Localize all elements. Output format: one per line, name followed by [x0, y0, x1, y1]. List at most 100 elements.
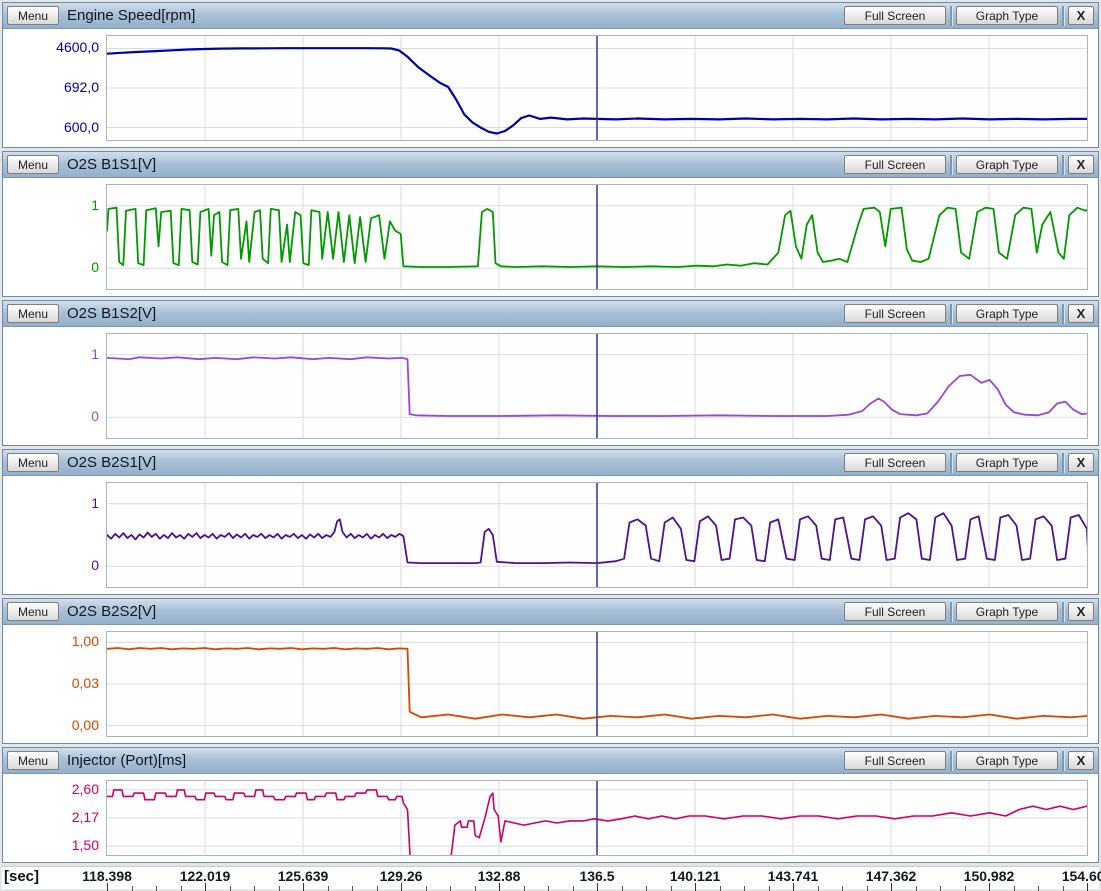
series-line	[107, 356, 1087, 417]
close-button[interactable]: X	[1068, 602, 1094, 621]
axis-tick	[107, 883, 108, 891]
header-divider	[950, 154, 952, 175]
y-axis-label: 4600,0	[56, 39, 99, 56]
menu-button[interactable]: Menu	[7, 602, 59, 621]
axis-tick	[499, 883, 501, 891]
axis-tick	[793, 883, 795, 891]
close-button[interactable]: X	[1068, 751, 1094, 770]
axis-tick	[401, 883, 403, 891]
chart-canvas	[107, 334, 1087, 438]
full-screen-button[interactable]: Full Screen	[844, 602, 946, 621]
close-button[interactable]: X	[1068, 155, 1094, 174]
x-tick-label: 125.639	[277, 868, 329, 884]
full-screen-button[interactable]: Full Screen	[844, 155, 946, 174]
axis-tick	[303, 883, 305, 891]
plot-area[interactable]	[106, 631, 1088, 737]
full-screen-button[interactable]: Full Screen	[844, 751, 946, 770]
chart-panel-o2s-b2s1: Menu O2S B2S1[V] Full Screen Graph Type …	[2, 449, 1099, 595]
full-screen-button[interactable]: Full Screen	[844, 6, 946, 25]
axis-tick	[1087, 883, 1089, 891]
menu-button[interactable]: Menu	[7, 453, 59, 472]
menu-button[interactable]: Menu	[7, 6, 59, 25]
panel-header: Menu O2S B1S2[V] Full Screen Graph Type …	[3, 301, 1098, 327]
x-tick-label: 140.121	[669, 868, 721, 884]
chart-canvas	[107, 781, 1087, 855]
panel-title: O2S B1S2[V]	[67, 305, 157, 322]
y-axis-label: 600,0	[63, 118, 99, 135]
axis-tick	[205, 883, 206, 891]
y-axis-label: 1,50	[71, 837, 99, 854]
graph-type-button[interactable]: Graph Type	[956, 602, 1058, 621]
plot-area[interactable]	[106, 780, 1088, 856]
time-unit-label: [sec]	[4, 868, 40, 885]
chart-canvas	[107, 632, 1087, 736]
panel-header: Menu O2S B2S1[V] Full Screen Graph Type …	[3, 450, 1098, 476]
graph-type-button[interactable]: Graph Type	[956, 6, 1058, 25]
y-axis-label: 1	[91, 345, 99, 362]
axis-tick	[891, 883, 893, 891]
panel-title: O2S B1S1[V]	[67, 156, 157, 173]
y-axis-label: 1	[91, 196, 99, 213]
y-axis-label: 0	[91, 557, 99, 574]
panel-header: Menu Injector (Port)[ms] Full Screen Gra…	[3, 748, 1098, 774]
graph-type-button[interactable]: Graph Type	[956, 751, 1058, 770]
series-line	[107, 789, 1087, 855]
chart-panel-engine-speed: Menu Engine Speed[rpm] Full Screen Graph…	[2, 2, 1099, 148]
chart-canvas	[107, 483, 1087, 587]
time-axis: [sec] 118.398 122.019 125.639 129.26 132.88 1…	[2, 866, 1101, 891]
y-axis-label: 692,0	[63, 79, 99, 95]
chart-panel-o2s-b2s2: Menu O2S B2S2[V] Full Screen Graph Type …	[2, 598, 1099, 744]
graph-type-button[interactable]: Graph Type	[956, 304, 1058, 323]
header-divider	[1062, 303, 1064, 324]
panel-header: Menu O2S B1S1[V] Full Screen Graph Type …	[3, 152, 1098, 178]
y-axis-label: 0,03	[71, 675, 99, 691]
header-divider	[950, 5, 952, 26]
full-screen-button[interactable]: Full Screen	[844, 304, 946, 323]
plot-area[interactable]	[106, 184, 1088, 290]
plot-area[interactable]	[106, 35, 1088, 141]
header-divider	[950, 601, 952, 622]
series-line	[107, 206, 1087, 268]
chart-canvas	[107, 185, 1087, 289]
header-divider	[1062, 750, 1064, 771]
axis-tick	[695, 883, 697, 891]
series-line	[107, 647, 1087, 720]
y-axis-label: 1,00	[71, 633, 99, 650]
plot-area[interactable]	[106, 482, 1088, 588]
header-divider	[1062, 154, 1064, 175]
x-tick-label: 150.982	[963, 868, 1015, 884]
x-tick-label: 118.398	[82, 868, 132, 884]
x-tick-label: 136.5	[579, 868, 615, 884]
chart-canvas	[107, 36, 1087, 140]
plot-region: 4600,0 692,0 600,0	[3, 29, 1098, 147]
panel-header: Menu O2S B2S2[V] Full Screen Graph Type …	[3, 599, 1098, 625]
panel-title: O2S B2S1[V]	[67, 454, 157, 471]
x-tick-label: 154.603	[1061, 868, 1101, 884]
close-button[interactable]: X	[1068, 6, 1094, 25]
y-axis-label: 2,17	[71, 809, 99, 825]
panel-title: Injector (Port)[ms]	[67, 752, 187, 769]
full-screen-button[interactable]: Full Screen	[844, 453, 946, 472]
axis-tick	[597, 883, 599, 891]
menu-button[interactable]: Menu	[7, 155, 59, 174]
graph-type-button[interactable]: Graph Type	[956, 453, 1058, 472]
close-button[interactable]: X	[1068, 304, 1094, 323]
graph-type-button[interactable]: Graph Type	[956, 155, 1058, 174]
y-axis-label: 1	[91, 494, 99, 511]
header-divider	[1062, 601, 1064, 622]
panel-title: Engine Speed[rpm]	[67, 7, 196, 24]
x-tick-label: 129.26	[379, 868, 423, 884]
x-tick-label: 147.362	[865, 868, 917, 884]
menu-button[interactable]: Menu	[7, 751, 59, 770]
header-divider	[950, 452, 952, 473]
header-divider	[1062, 5, 1064, 26]
plot-region: 1,00 0,03 0,00	[3, 625, 1098, 743]
x-tick-label: 143.741	[767, 868, 819, 884]
menu-button[interactable]: Menu	[7, 304, 59, 323]
series-line	[107, 47, 1087, 135]
series-line	[107, 512, 1087, 564]
close-button[interactable]: X	[1068, 453, 1094, 472]
y-axis-label: 2,60	[71, 780, 99, 797]
plot-area[interactable]	[106, 333, 1088, 439]
